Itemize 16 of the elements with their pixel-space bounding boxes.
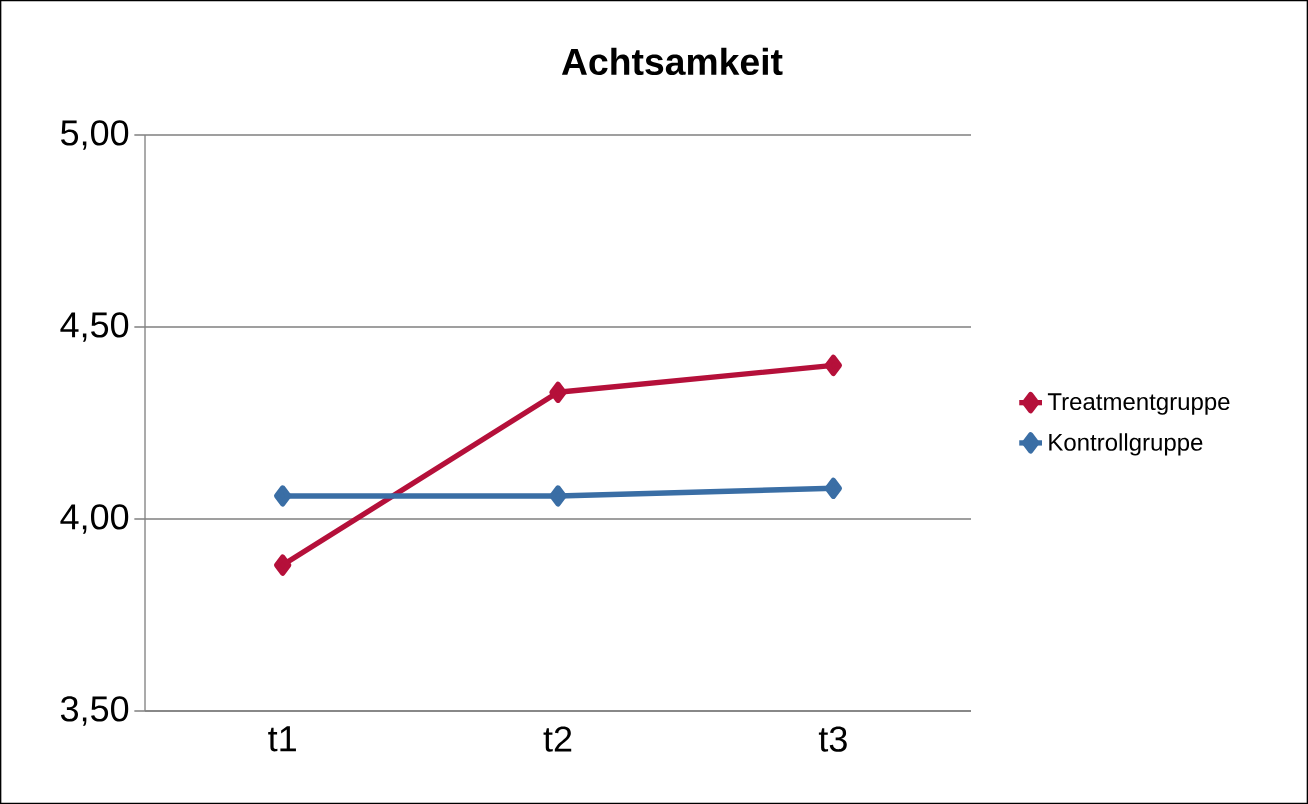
point — [824, 354, 843, 377]
point — [274, 554, 292, 576]
y-tick-label: 5,00 — [61, 120, 129, 150]
point — [549, 485, 567, 507]
x-tick-label: t1 — [268, 726, 296, 752]
x-tick-label: t3 — [818, 726, 847, 752]
x-tick-label: t2 — [543, 726, 572, 752]
y-tick-label: 4,50 — [60, 312, 129, 342]
point — [824, 477, 843, 499]
point — [274, 485, 292, 507]
y-tick-label: 3,50 — [60, 696, 129, 726]
y-tick-label: 4,00 — [60, 504, 129, 534]
legend-label: Kontrollgruppe — [1049, 433, 1203, 456]
chart-title: Achtsamkeit — [561, 47, 783, 76]
legend-label: Treatmentgruppe — [1047, 393, 1230, 415]
point — [549, 381, 567, 403]
